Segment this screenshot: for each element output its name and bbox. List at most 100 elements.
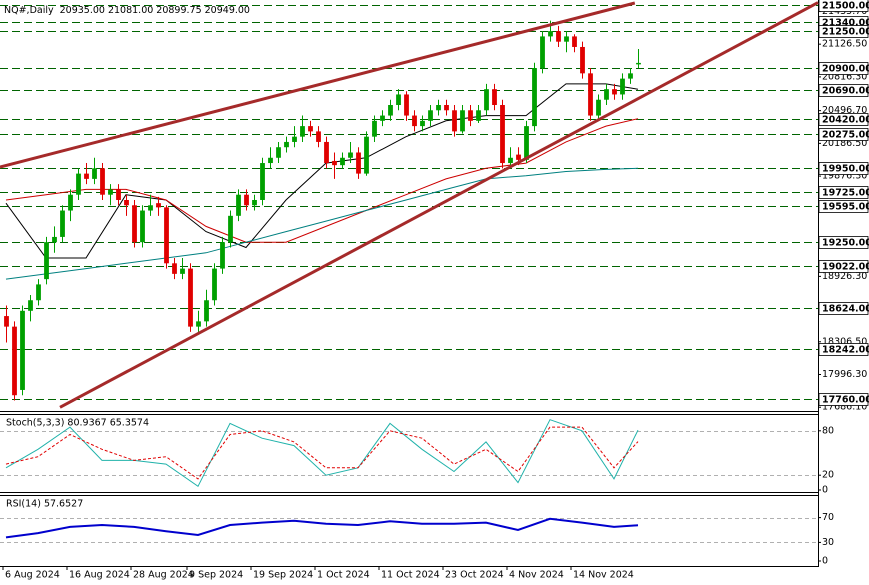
candle-body (516, 154, 521, 160)
candle-body (108, 189, 113, 195)
candle-body (364, 136, 369, 174)
candle-body (260, 163, 265, 200)
candle-body (396, 94, 401, 106)
level-label-box (818, 62, 869, 75)
candle-body (372, 120, 377, 137)
x-tick-label: 19 Sep 2024 (253, 570, 313, 581)
candle-body (636, 62, 641, 65)
indicator-line (5, 517, 639, 539)
candle-body (180, 268, 185, 274)
level-label-box (818, 343, 869, 356)
y-tick-label: 70 (822, 512, 834, 523)
candle-body (476, 110, 481, 121)
indicator-line (5, 419, 639, 488)
level-label: 20275.00 (822, 130, 869, 141)
candle-body (4, 316, 9, 327)
y-tick-label: 17686.10 (822, 402, 867, 413)
candle-body (196, 321, 201, 327)
y-tick-label: 0 (822, 485, 828, 496)
chart-header: NQ#,Daily 20935.00 21081.00 20899.75 20949.0… (4, 5, 250, 16)
y-tick-label: 20 (822, 470, 834, 481)
level-label: 19725.00 (822, 188, 869, 199)
level-label: 20420.00 (822, 115, 869, 126)
level-label-box (818, 25, 869, 38)
candle-body (436, 105, 441, 111)
candle-body (612, 89, 617, 95)
y-tick-label: 18306.50 (822, 336, 867, 347)
y-tick-label: 17996.30 (822, 369, 867, 380)
candle-body (332, 160, 337, 166)
candle-body (244, 194, 249, 206)
candle-body (236, 194, 241, 216)
symbol: NQ#,Daily (4, 5, 54, 16)
candle-body (100, 168, 105, 195)
candle-body (580, 46, 585, 74)
x-tick-label: 14 Nov 2024 (573, 570, 634, 581)
candle-body (604, 89, 609, 100)
stoch-title: Stoch(5,3,3) 80.9367 65.3574 (6, 418, 149, 429)
candle-body (12, 326, 17, 396)
candle-body (156, 203, 161, 208)
y-tick-label: 20496.70 (822, 105, 867, 116)
candle-body (628, 73, 633, 79)
x-tick-label: 9 Sep 2024 (189, 570, 243, 581)
candle-body (468, 110, 473, 121)
level-label: 21250.00 (822, 27, 869, 38)
candle-body (300, 126, 305, 137)
candle-body (596, 99, 601, 116)
candle-body (492, 89, 497, 106)
candle-body (556, 31, 561, 42)
level-label-box (818, 302, 869, 315)
level-label-box (818, 0, 869, 12)
level-label: 18242.00 (822, 345, 869, 356)
trendline (59, 1, 819, 409)
y-tick-label: 0 (822, 556, 828, 567)
candle-body (188, 268, 193, 327)
candle-body (340, 157, 345, 166)
candle-body (380, 115, 385, 121)
candle-body (532, 68, 537, 127)
y-tick-label: 19876.30 (822, 171, 867, 182)
level-label-box (818, 186, 869, 199)
candle-body (92, 168, 97, 179)
candle-body (292, 136, 297, 142)
candle-body (324, 141, 329, 164)
candle-body (348, 152, 353, 158)
main-panel: 21435.7021126.5020816.3020496.7020186.50… (0, 0, 869, 413)
level-label-box (818, 162, 869, 175)
candle-body (44, 242, 49, 280)
candle-body (140, 210, 145, 243)
candle-body (412, 115, 417, 127)
candle-body (228, 215, 233, 243)
x-tick-label: 1 Oct 2024 (317, 570, 370, 581)
level-label: 21340.00 (822, 18, 869, 29)
close-label: 20949.00 (205, 5, 250, 16)
level-label-box (818, 113, 869, 126)
y-tick-label: 20816.30 (822, 71, 867, 82)
x-tick-label: 4 Nov 2024 (509, 570, 564, 581)
candle-body (356, 152, 361, 174)
candle-body (284, 141, 289, 148)
candle-body (164, 207, 169, 264)
y-tick-label: 21126.50 (822, 39, 867, 50)
candle-body (36, 284, 41, 301)
level-label-box (818, 128, 869, 141)
open-label: 20935.00 (60, 5, 105, 16)
candle-body (52, 236, 57, 243)
candle-body (252, 199, 257, 206)
candle-body (124, 199, 129, 206)
candle-body (484, 89, 489, 111)
low-label: 20899.75 (156, 5, 201, 16)
level-label-box (818, 236, 869, 249)
candle-body (404, 94, 409, 116)
stoch-panel: 80 20 0 (0, 419, 834, 496)
x-tick-label: 28 Aug 2024 (133, 570, 194, 581)
level-label-box (818, 84, 869, 97)
candle-body (564, 36, 569, 42)
candle-body (172, 263, 177, 274)
candle-body (308, 126, 313, 132)
level-label: 19595.00 (822, 202, 869, 213)
level-label: 18624.00 (822, 304, 869, 315)
x-tick-label: 6 Aug 2024 (5, 570, 60, 581)
